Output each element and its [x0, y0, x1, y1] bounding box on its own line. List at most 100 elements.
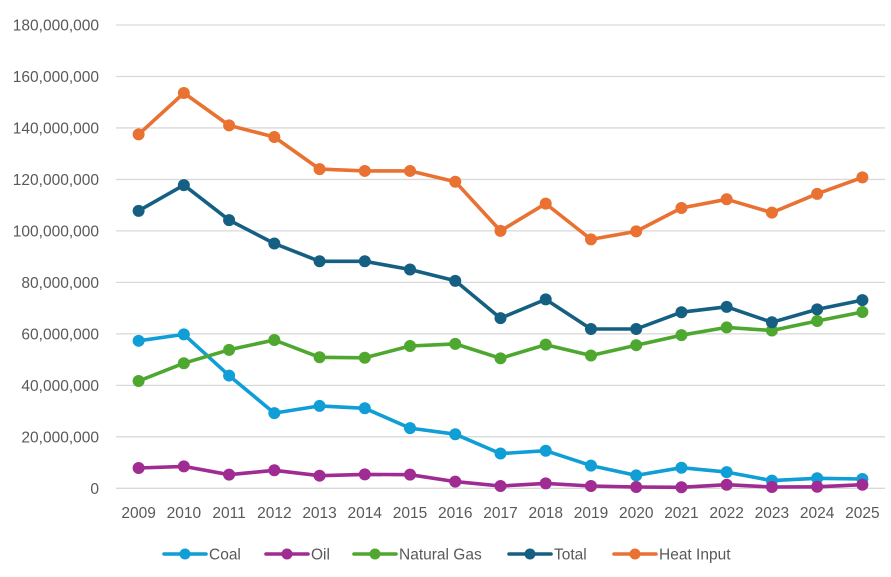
data-point: [268, 407, 281, 420]
data-point: [675, 481, 688, 494]
x-tick-label: 2015: [393, 505, 427, 522]
x-tick-label: 2019: [574, 505, 608, 522]
legend-label: Coal: [209, 547, 241, 564]
x-tick-label: 2024: [800, 505, 835, 522]
data-point: [449, 274, 462, 287]
x-tick-label: 2010: [167, 505, 202, 522]
x-tick-label: 2011: [212, 505, 245, 522]
data-point: [539, 477, 552, 490]
data-point: [358, 255, 371, 268]
legend-label: Heat Input: [659, 547, 731, 564]
data-point: [811, 472, 824, 485]
legend-item: Coal: [162, 547, 241, 564]
data-point: [856, 294, 869, 307]
series-layer: [132, 86, 869, 494]
data-point: [132, 461, 145, 474]
legend-item: Oil: [264, 547, 330, 564]
data-point: [494, 224, 507, 237]
data-point: [630, 339, 643, 352]
legend-item: Heat Input: [612, 547, 731, 564]
data-point: [404, 339, 417, 352]
data-point: [539, 338, 552, 351]
data-point: [177, 460, 190, 473]
data-point: [268, 334, 281, 347]
data-point: [132, 374, 145, 387]
x-tick-label: 2025: [845, 505, 879, 522]
data-point: [177, 328, 190, 341]
data-point: [449, 175, 462, 188]
data-point: [223, 468, 236, 481]
legend-label: Natural Gas: [399, 547, 482, 564]
data-point: [765, 206, 778, 219]
series-coal: [132, 328, 869, 487]
data-point: [313, 255, 326, 268]
legend-label: Total: [554, 547, 587, 564]
data-point: [358, 468, 371, 481]
data-point: [675, 461, 688, 474]
series-oil: [132, 460, 869, 494]
data-point: [223, 369, 236, 382]
x-tick-label: 2017: [483, 505, 517, 522]
legend-marker-icon: [629, 548, 641, 560]
data-point: [584, 322, 597, 335]
data-point: [675, 329, 688, 342]
data-point: [268, 237, 281, 250]
data-point: [268, 464, 281, 477]
data-point: [313, 469, 326, 482]
data-point: [177, 179, 190, 192]
data-point: [630, 225, 643, 238]
data-point: [765, 324, 778, 337]
data-point: [177, 86, 190, 99]
legend-label: Oil: [311, 547, 330, 564]
series-heat-input: [132, 86, 869, 246]
data-point: [856, 305, 869, 318]
data-point: [449, 337, 462, 350]
y-tick-label: 60,000,000: [21, 326, 99, 343]
data-point: [313, 163, 326, 176]
data-point: [313, 351, 326, 364]
data-point: [811, 480, 824, 493]
y-tick-label: 140,000,000: [13, 120, 100, 137]
data-point: [449, 428, 462, 441]
data-point: [675, 306, 688, 319]
data-point: [765, 316, 778, 329]
x-tick-label: 2022: [709, 505, 743, 522]
data-point: [539, 444, 552, 457]
data-point: [223, 214, 236, 227]
legend-marker-icon: [281, 548, 293, 560]
x-tick-label: 2021: [664, 505, 698, 522]
data-point: [404, 468, 417, 481]
y-tick-label: 180,000,000: [13, 18, 100, 35]
x-tick-label: 2023: [755, 505, 789, 522]
data-point: [765, 481, 778, 494]
y-axis-tick-labels: 0 20,000,000 40,000,000 60,000,000 80,000,00…: [13, 18, 100, 498]
data-point: [584, 459, 597, 472]
data-point: [811, 303, 824, 316]
y-tick-label: 80,000,000: [21, 275, 99, 292]
data-point: [584, 479, 597, 492]
data-point: [494, 312, 507, 325]
x-tick-label: 2012: [257, 505, 291, 522]
x-tick-label: 2016: [438, 505, 472, 522]
data-point: [494, 352, 507, 365]
series-total: [132, 179, 869, 335]
x-tick-label: 2009: [121, 505, 155, 522]
x-tick-label: 2020: [619, 505, 654, 522]
legend-marker-icon: [524, 548, 536, 560]
x-tick-label: 2013: [302, 505, 336, 522]
data-point: [313, 399, 326, 412]
series-natural-gas: [132, 305, 869, 387]
data-point: [449, 475, 462, 488]
legend-item: Natural Gas: [352, 547, 482, 564]
data-point: [584, 349, 597, 362]
data-point: [494, 479, 507, 492]
data-point: [358, 164, 371, 177]
data-point: [358, 402, 371, 415]
x-tick-label: 2014: [348, 505, 383, 522]
legend-item: Total: [507, 547, 587, 564]
series-line: [136, 91, 865, 242]
y-tick-label: 160,000,000: [13, 69, 100, 86]
data-point: [404, 422, 417, 435]
data-point: [630, 481, 643, 494]
